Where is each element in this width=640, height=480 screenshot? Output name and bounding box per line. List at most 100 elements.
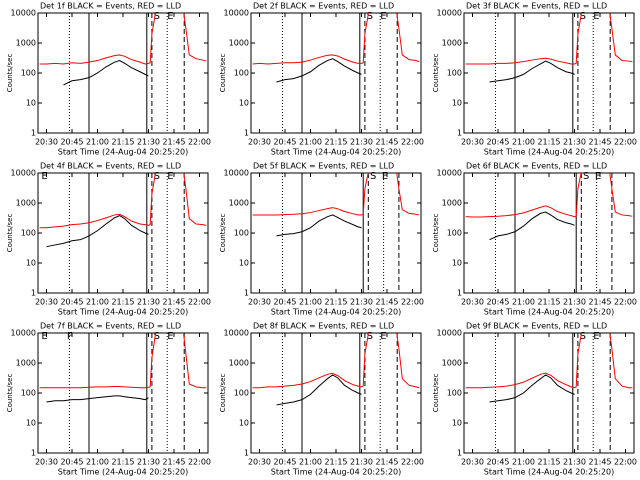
series-line	[489, 60, 575, 83]
y-tick-label: 10	[239, 99, 249, 108]
series-line	[39, 173, 207, 229]
annotation: E	[167, 171, 173, 182]
panel: Det 5f BLACK = Events, RED = LLD Counts/s…	[219, 162, 424, 317]
series-line	[489, 374, 575, 403]
x-tick-label: 21:00	[512, 458, 535, 467]
y-tick-label: 10000	[437, 329, 462, 338]
y-tick-label: 1000	[442, 359, 462, 368]
x-tick-label: 22:00	[188, 458, 211, 467]
y-tick-label: 1	[457, 129, 462, 138]
x-tick-label: 21:00	[512, 138, 535, 147]
x-tick-label: 21:30	[137, 458, 160, 467]
x-tick-label: 21:45	[162, 138, 185, 147]
annotation: E	[382, 171, 388, 182]
y-tick-label: 10	[452, 259, 462, 268]
x-tick-label: 20:30	[461, 298, 484, 307]
annotation: S	[370, 171, 376, 182]
x-tick-label: 22:00	[614, 298, 637, 307]
panel: Det 2f BLACK = Events, RED = LLD Counts/s…	[219, 2, 424, 157]
x-axis-label: Start Time (24-Aug-04 20:25:20)	[271, 308, 402, 317]
x-tick-label: 21:30	[563, 458, 586, 467]
x-tick-label: 21:15	[324, 458, 347, 467]
x-tick-label: 20:30	[461, 458, 484, 467]
y-axis-label: Counts/sec	[6, 374, 14, 413]
x-tick-label: 22:00	[401, 138, 424, 147]
x-tick-label: 22:00	[188, 138, 211, 147]
y-tick-label: 100	[21, 69, 36, 78]
x-axis-label: Start Time (24-Aug-04 20:25:20)	[271, 148, 402, 157]
x-tick-label: 21:15	[537, 138, 560, 147]
annotation: E	[593, 331, 599, 342]
chart-title: Det 7f BLACK = Events, RED = LLD	[40, 322, 181, 331]
x-tick-label: 20:45	[486, 458, 509, 467]
annotation: S	[367, 11, 373, 22]
x-tick-label: 20:45	[60, 458, 83, 467]
panel: Det 4f BLACK = Events, RED = LLD Counts/s…	[6, 162, 211, 317]
y-tick-label: 10	[239, 259, 249, 268]
x-tick-label: 20:45	[486, 138, 509, 147]
annotation: S	[154, 331, 160, 342]
chart-title: Det 2f BLACK = Events, RED = LLD	[253, 2, 394, 11]
x-axis-label: Start Time (24-Aug-04 20:25:20)	[484, 468, 615, 477]
y-tick-label: 10000	[224, 329, 249, 338]
annotation: E	[167, 331, 173, 342]
x-tick-label: 20:30	[461, 138, 484, 147]
y-tick-label: 10000	[11, 329, 36, 338]
y-tick-label: 100	[234, 389, 249, 398]
y-tick-label: 100	[21, 229, 36, 238]
y-tick-label: 10	[452, 99, 462, 108]
y-tick-label: 100	[234, 229, 249, 238]
y-tick-label: 10000	[11, 169, 36, 178]
annotation: F	[67, 331, 73, 342]
chart-title: Det 4f BLACK = Events, RED = LLD	[40, 162, 181, 171]
x-tick-label: 22:00	[614, 458, 637, 467]
x-tick-label: 20:45	[60, 138, 83, 147]
annotation: S	[154, 171, 160, 182]
panel: Det 7f BLACK = Events, RED = LLD Counts/s…	[6, 322, 211, 477]
y-axis-label: Counts/sec	[219, 214, 227, 253]
x-tick-label: 21:15	[324, 138, 347, 147]
x-tick-label: 21:45	[162, 458, 185, 467]
y-tick-label: 1	[244, 289, 249, 298]
x-tick-label: 20:45	[273, 458, 296, 467]
x-tick-label: 21:15	[537, 458, 560, 467]
annotation: E	[380, 331, 386, 342]
y-tick-label: 100	[447, 389, 462, 398]
x-tick-label: 21:15	[324, 298, 347, 307]
y-tick-label: 10	[26, 259, 36, 268]
x-tick-label: 21:45	[588, 458, 611, 467]
y-tick-label: 10	[452, 419, 462, 428]
y-axis-label: Counts/sec	[6, 214, 14, 253]
y-axis-label: Counts/sec	[219, 374, 227, 413]
x-tick-label: 21:00	[512, 298, 535, 307]
y-tick-label: 1000	[16, 359, 36, 368]
x-axis-label: Start Time (24-Aug-04 20:25:20)	[484, 308, 615, 317]
x-tick-label: 21:30	[350, 138, 373, 147]
annotation: S	[367, 331, 373, 342]
x-tick-label: 21:45	[162, 298, 185, 307]
annotation: E	[41, 331, 47, 342]
series-line	[252, 173, 420, 216]
y-tick-label: 1	[31, 449, 36, 458]
x-tick-label: 20:30	[248, 458, 271, 467]
x-tick-label: 21:00	[299, 458, 322, 467]
annotation: E	[167, 11, 173, 22]
y-tick-label: 100	[21, 389, 36, 398]
panel: Det 8f BLACK = Events, RED = LLD Counts/s…	[219, 322, 424, 477]
x-tick-label: 21:00	[299, 138, 322, 147]
panel: Det 9f BLACK = Events, RED = LLD Counts/s…	[432, 322, 637, 477]
annotation: E	[595, 171, 601, 182]
panel: Det 1f BLACK = Events, RED = LLD Counts/s…	[6, 2, 211, 157]
annotation: S	[580, 11, 586, 22]
y-tick-label: 10000	[224, 9, 249, 18]
x-tick-label: 21:00	[86, 298, 109, 307]
x-tick-label: 20:30	[35, 458, 58, 467]
x-tick-label: 21:15	[111, 298, 134, 307]
panel: Det 3f BLACK = Events, RED = LLD Counts/s…	[432, 2, 637, 157]
y-tick-label: 1000	[442, 39, 462, 48]
x-tick-label: 20:45	[273, 138, 296, 147]
x-tick-label: 20:45	[273, 298, 296, 307]
x-tick-label: 20:30	[248, 138, 271, 147]
series-line	[63, 60, 149, 86]
